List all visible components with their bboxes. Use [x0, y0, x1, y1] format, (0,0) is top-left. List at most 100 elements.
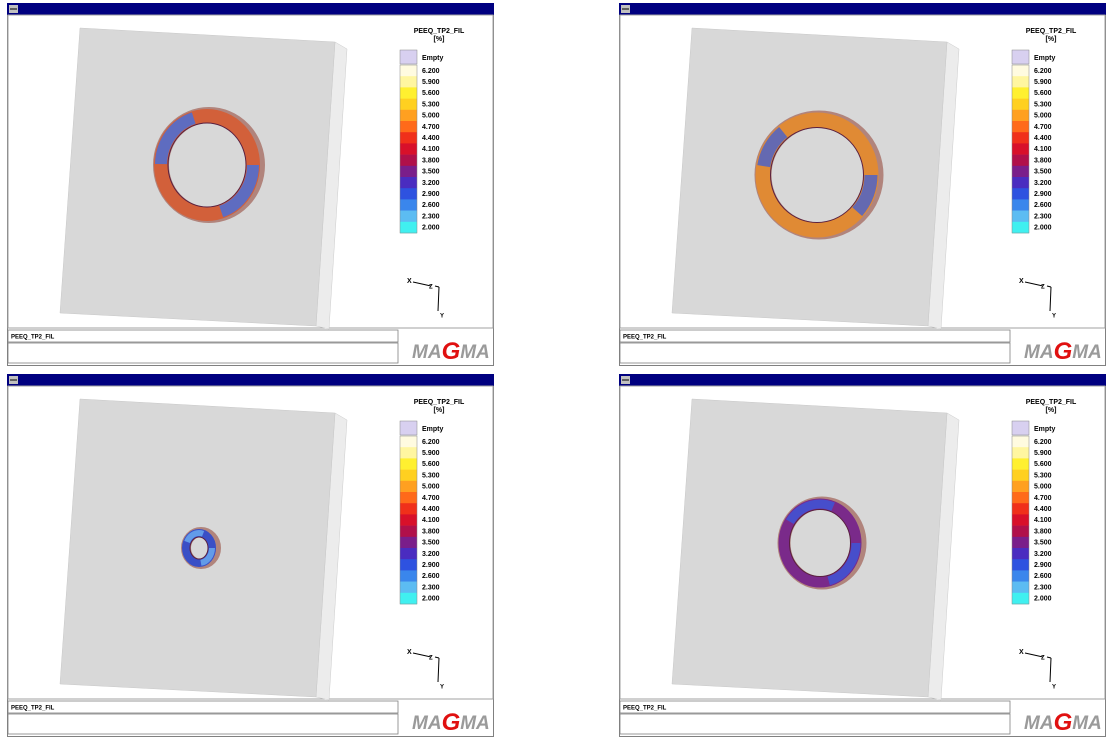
axis-y	[437, 286, 440, 312]
legend-value: 5.000	[422, 484, 440, 491]
legend-value: 3.200	[1034, 551, 1052, 558]
axis-z-label: Z	[1041, 285, 1045, 291]
legend-value: 4.100	[1034, 146, 1052, 153]
legend-value: 3.800	[1034, 528, 1052, 535]
legend-value: 4.700	[422, 124, 440, 131]
legend-value: 5.600	[1034, 461, 1052, 468]
ring-band	[155, 110, 259, 220]
legend-bar-border	[1011, 435, 1030, 605]
legend-empty-swatch	[399, 420, 418, 436]
legend-bar-border	[1011, 64, 1030, 234]
legend-value: 5.300	[1034, 101, 1052, 108]
legend-value: 3.500	[422, 169, 440, 176]
axis-z-label: Z	[429, 285, 433, 291]
legend-swatch	[1012, 480, 1029, 493]
legend-value: 6.200	[422, 68, 440, 75]
ring-inner-edge	[770, 127, 864, 223]
legend-swatch	[1012, 109, 1029, 122]
legend-swatch	[400, 570, 417, 582]
status-field	[619, 700, 1011, 714]
legend-swatch	[1012, 199, 1029, 211]
legend-value: 6.200	[1034, 439, 1052, 446]
plate-face	[671, 27, 948, 327]
axis-y-label: Y	[440, 685, 444, 691]
logo-part: G	[442, 709, 461, 736]
status-field	[619, 329, 1011, 343]
legend-swatch	[1012, 65, 1029, 77]
legend-swatch	[1012, 492, 1029, 504]
legend-empty-label: Empty	[422, 426, 444, 433]
legend-swatch	[400, 121, 417, 133]
axis-x-label: X	[407, 649, 412, 656]
legend-swatch	[400, 514, 417, 526]
status-text: PEEQ_TP2_FIL	[11, 706, 55, 712]
status-text: PEEQ_TP2_FIL	[623, 706, 667, 712]
legend-value: 2.300	[422, 213, 440, 220]
legend-swatch	[1012, 132, 1029, 144]
legend-swatch	[400, 581, 417, 594]
legend-swatch	[400, 592, 417, 605]
logo-part: MA	[412, 342, 442, 363]
legend-swatch	[1012, 592, 1029, 605]
ring-inner-edge	[189, 536, 209, 560]
legend-value: 2.900	[422, 562, 440, 569]
legend-swatch	[1012, 514, 1029, 526]
title-bar	[619, 3, 1106, 15]
logo-part: MA	[1072, 342, 1102, 363]
legend-value: 5.900	[1034, 79, 1052, 86]
legend-swatch	[1012, 87, 1029, 99]
legend-value: 4.700	[422, 495, 440, 502]
legend-value: 3.800	[422, 157, 440, 164]
legend-value: 2.300	[422, 584, 440, 591]
ring-inner-edge	[789, 509, 851, 577]
legend-value: 5.000	[422, 113, 440, 120]
status-field-2	[619, 713, 1011, 735]
legend-value: 3.800	[1034, 157, 1052, 164]
title-bar	[619, 374, 1106, 386]
legend-unit: [%]	[1046, 407, 1057, 414]
axis-x	[412, 281, 432, 287]
legend-swatch	[1012, 436, 1029, 448]
legend-empty-label: Empty	[1034, 55, 1056, 62]
legend-empty-label: Empty	[422, 55, 444, 62]
legend-swatch	[400, 458, 417, 470]
legend-swatch	[1012, 177, 1029, 189]
legend-title: PEEQ_TP2_FIL	[1026, 28, 1077, 35]
legend-swatch	[1012, 165, 1029, 178]
legend-value: 4.400	[422, 135, 440, 142]
legend-value: 5.300	[422, 101, 440, 108]
legend-swatch	[400, 469, 417, 482]
legend-swatch	[400, 503, 417, 515]
legend-swatch	[1012, 143, 1029, 155]
plate-face	[671, 398, 948, 698]
legend-swatch	[400, 199, 417, 211]
legend-swatch	[400, 98, 417, 111]
legend-value: 4.400	[1034, 135, 1052, 142]
legend-unit: [%]	[434, 36, 445, 43]
legend-swatch	[400, 165, 417, 178]
legend-unit: [%]	[434, 407, 445, 414]
legend-value: 2.000	[422, 596, 440, 603]
status-field	[7, 329, 399, 343]
axis-y-label: Y	[1052, 314, 1056, 320]
legend-swatch	[400, 221, 417, 234]
axis-z	[1046, 656, 1052, 659]
legend-value: 2.600	[1034, 202, 1052, 209]
legend-value: 3.200	[1034, 180, 1052, 187]
legend-value: 6.200	[422, 439, 440, 446]
logo-part: MA	[1024, 713, 1054, 734]
legend-value: 3.500	[1034, 540, 1052, 547]
legend-value: 5.900	[422, 79, 440, 86]
legend-swatch	[1012, 570, 1029, 582]
legend-swatch	[400, 525, 417, 538]
legend-bar-border	[399, 435, 418, 605]
legend-value: 5.300	[422, 472, 440, 479]
status-field-2	[619, 342, 1011, 364]
axis-y	[1049, 657, 1052, 683]
legend-unit: [%]	[1046, 36, 1057, 43]
legend-value: 2.000	[1034, 225, 1052, 232]
ring-inner-edge	[167, 122, 247, 208]
logo-part: MA	[460, 342, 490, 363]
legend-swatch	[1012, 154, 1029, 167]
axis-y-label: Y	[1052, 685, 1056, 691]
